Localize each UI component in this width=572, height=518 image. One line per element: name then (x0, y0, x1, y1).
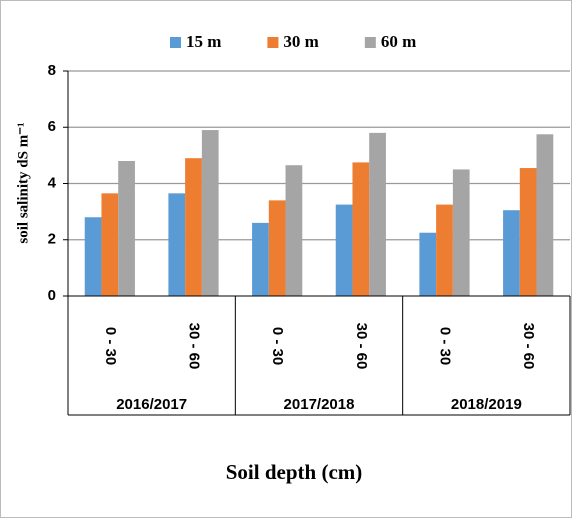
group-label: 2016/2017 (116, 396, 187, 413)
bar (268, 200, 286, 296)
bar (536, 134, 554, 296)
bar (335, 204, 353, 296)
y-tick-label: 8 (48, 62, 56, 79)
bar (519, 168, 537, 296)
y-tick-label: 4 (48, 174, 57, 191)
legend-label: 15 m (186, 32, 221, 51)
bar (452, 169, 470, 296)
legend-label: 60 m (381, 32, 416, 51)
x-tick-label: 0 - 30 (437, 327, 454, 365)
x-tick-label: 30 - 60 (353, 323, 370, 370)
bar (503, 210, 520, 296)
bar (352, 162, 370, 296)
group-label: 2018/2019 (451, 396, 522, 413)
bar (118, 161, 135, 296)
x-axis-title: Soil depth (cm) (226, 460, 363, 484)
legend-swatch (170, 37, 181, 48)
bar (285, 165, 303, 296)
x-tick-label: 30 - 60 (520, 323, 537, 370)
y-tick-label: 0 (48, 287, 56, 304)
y-axis-title: soil salinity dS m⁻¹ (15, 122, 31, 243)
y-tick-label: 2 (48, 231, 56, 248)
bar (101, 193, 119, 296)
x-tick-label: 30 - 60 (186, 323, 203, 370)
legend-swatch (267, 37, 279, 48)
bar (252, 222, 269, 296)
bar (168, 193, 186, 296)
bar (84, 217, 102, 296)
bar (369, 132, 386, 296)
group-label: 2017/2018 (284, 396, 355, 413)
bar (419, 232, 437, 296)
x-tick-label: 0 - 30 (102, 327, 119, 365)
bar (201, 130, 219, 296)
bar (185, 158, 202, 296)
bar (436, 204, 453, 296)
legend-label: 30 m (283, 32, 318, 51)
x-tick-label: 0 - 30 (269, 327, 286, 365)
y-tick-label: 6 (48, 118, 56, 135)
legend-swatch (364, 37, 376, 48)
